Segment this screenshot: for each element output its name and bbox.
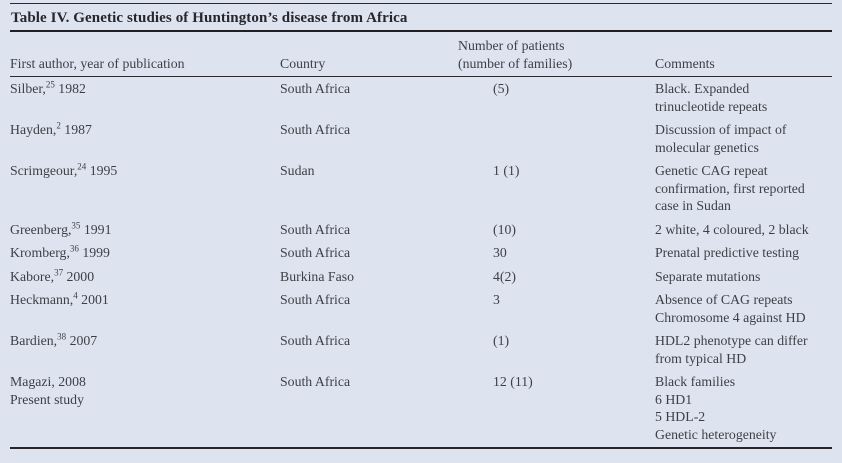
author-name-year: Silber,	[10, 81, 46, 96]
table-header: First author, year of publication Countr…	[10, 32, 832, 77]
patients-cell: 1 (1)	[493, 163, 520, 178]
patients-cell: (5)	[493, 81, 510, 96]
reference-superscript: 25	[45, 79, 55, 90]
author-cell: Heckmann,4 2001	[10, 288, 280, 329]
table-body: Silber,25 1982 South Africa (5) Black. E…	[10, 77, 832, 447]
comments-cell: Genetic CAG repeat confirmation, first r…	[655, 163, 805, 213]
comments-cell: Black. Expanded trinucleotide repeats	[655, 81, 768, 114]
reference-superscript: 35	[71, 219, 81, 230]
table-row: Kromberg,36 1999 South Africa 30 Prenata…	[10, 241, 832, 265]
comments-cell: Discussion of impact of molecular geneti…	[655, 122, 787, 155]
table-row: Greenberg,35 1991 South Africa (10) 2 wh…	[10, 218, 832, 242]
author-year: 1991	[80, 221, 112, 237]
author-name-year: Magazi, 2008	[10, 374, 86, 389]
comments-cell: Prenatal predictive testing	[655, 245, 800, 260]
author-second-line: Present study	[10, 391, 84, 407]
country-cell: South Africa	[280, 292, 351, 307]
country-cell: South Africa	[280, 333, 351, 348]
genetic-studies-table: First author, year of publication Countr…	[10, 32, 832, 446]
table-row: Kabore,37 2000 Burkina Faso 4(2) Separat…	[10, 265, 832, 289]
patients-cell: 3	[493, 292, 500, 307]
author-cell: Silber,25 1982	[10, 77, 280, 119]
author-cell: Magazi, 2008 Present study	[10, 370, 280, 446]
patients-cell: 30	[493, 245, 507, 260]
author-cell: Kabore,37 2000	[10, 265, 280, 289]
author-year: 2007	[66, 333, 98, 348]
reference-superscript: 24	[77, 161, 87, 172]
country-cell: Burkina Faso	[280, 268, 354, 284]
table-row: Heckmann,4 2001 South Africa 3 Absence o…	[10, 288, 832, 329]
comments-cell: Absence of CAG repeats Chromosome 4 agai…	[655, 292, 806, 325]
author-name-year: Greenberg,	[10, 221, 72, 237]
author-name-year: Hayden,	[10, 122, 57, 137]
author-cell: Kromberg,36 1999	[10, 241, 280, 265]
reference-superscript: 37	[54, 266, 64, 277]
comments-cell: Black families 6 HD1 5 HDL-2 Genetic het…	[655, 374, 777, 442]
patients-cell	[458, 118, 655, 159]
comments-cell: Separate mutations	[655, 268, 761, 284]
author-cell: Hayden,2 1987	[10, 118, 280, 159]
header-row: First author, year of publication Countr…	[10, 32, 832, 77]
patients-cell: (10)	[493, 221, 516, 237]
table-title: Table IV. Genetic studies of Huntington’…	[11, 10, 408, 26]
comments-cell: 2 white, 4 coloured, 2 black	[655, 221, 809, 237]
country-cell: South Africa	[280, 221, 351, 237]
patients-cell: 12 (11)	[493, 374, 533, 389]
author-cell: Scrimgeour,24 1995	[10, 159, 280, 218]
table-row: Scrimgeour,24 1995 Sudan 1 (1) Genetic C…	[10, 159, 832, 218]
header-country: Country	[280, 32, 458, 77]
author-name-year: Heckmann,	[10, 292, 74, 307]
reference-superscript: 38	[57, 331, 67, 342]
table-row: Silber,25 1982 South Africa (5) Black. E…	[10, 77, 832, 119]
top-rule	[10, 3, 832, 4]
author-name-year: Kromberg,	[10, 245, 70, 260]
title-separator-rule	[10, 30, 832, 32]
author-name-year: Scrimgeour,	[10, 163, 78, 178]
patients-cell: (1)	[493, 333, 510, 348]
author-name-year: Bardien,	[10, 333, 58, 348]
table-row: Hayden,2 1987 South Africa Discussion of…	[10, 118, 832, 159]
reference-superscript: 36	[69, 243, 79, 254]
country-cell: South Africa	[280, 81, 351, 96]
country-cell: Sudan	[280, 163, 315, 178]
author-year: 1995	[86, 163, 118, 178]
country-cell: South Africa	[280, 122, 351, 137]
reference-superscript: 4	[73, 290, 78, 301]
table-row: Magazi, 2008 Present study South Africa 1…	[10, 370, 832, 446]
header-patients: Number of patients (number of families)	[458, 32, 655, 77]
author-year: 2000	[63, 268, 95, 284]
header-author: First author, year of publication	[10, 32, 280, 77]
author-year: 1982	[54, 81, 86, 96]
country-cell: South Africa	[280, 374, 351, 389]
author-name-year: Kabore,	[10, 268, 55, 284]
table-row: Bardien,38 2007 South Africa (1) HDL2 ph…	[10, 329, 832, 370]
author-year: 2001	[77, 292, 109, 307]
author-cell: Greenberg,35 1991	[10, 218, 280, 242]
author-year: 1999	[78, 245, 110, 260]
bottom-rule	[10, 447, 832, 449]
patients-cell: 4(2)	[493, 268, 516, 284]
comments-cell: HDL2 phenotype can differ from typical H…	[655, 333, 808, 366]
author-cell: Bardien,38 2007	[10, 329, 280, 370]
country-cell: South Africa	[280, 245, 351, 260]
reference-superscript: 2	[56, 120, 61, 131]
author-year: 1987	[60, 122, 92, 137]
header-comments: Comments	[655, 32, 832, 77]
